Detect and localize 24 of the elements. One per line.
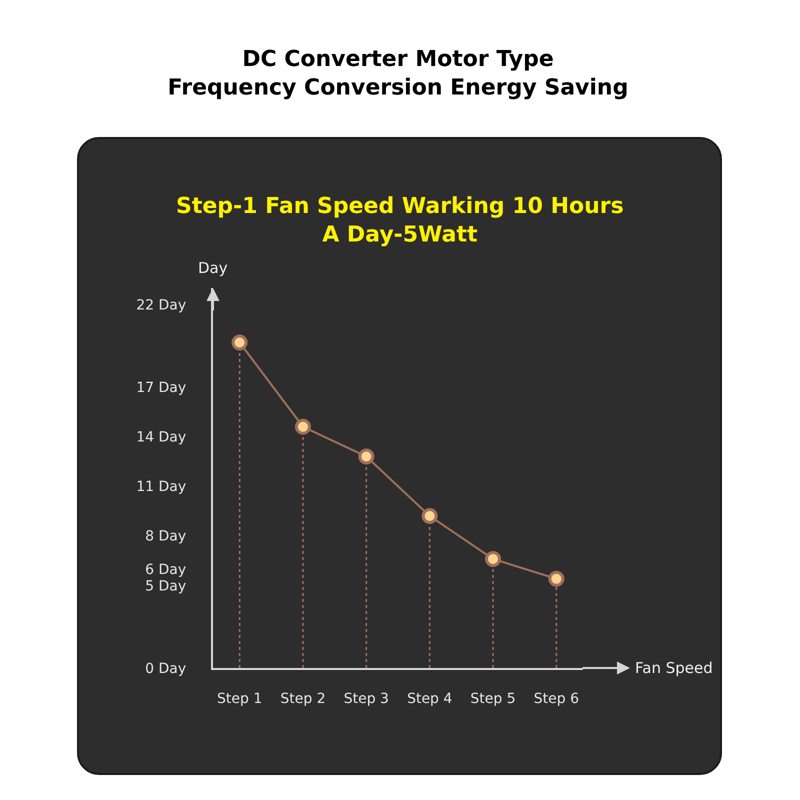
x-tick-label: Step 5 — [470, 690, 516, 707]
point — [548, 570, 564, 587]
point — [232, 334, 248, 351]
y-tick-label: 0 Day — [145, 660, 186, 677]
x-tick-label: Step 6 — [534, 690, 580, 707]
chart-subtitle: Step-1 Fan Speed Warking 10 Hours A Day-5Watt — [176, 194, 624, 248]
y-tick-label: 5 Day — [145, 578, 186, 594]
y-tick-label: 8 Day — [145, 528, 186, 545]
point — [422, 508, 438, 524]
point — [358, 448, 374, 465]
x-tick-label: Step 3 — [344, 690, 389, 707]
x-axis-title: Fan Speed — [635, 659, 713, 677]
x-tick-label: Step 4 — [407, 690, 452, 707]
y-tick-label: 14 Day — [136, 430, 186, 446]
y-axis-title: Day — [198, 259, 228, 277]
y-tick-label: 22 Day — [136, 297, 186, 314]
x-tick-label: Step 2 — [280, 690, 326, 707]
y-tick-label: 17 Day — [136, 380, 186, 396]
chart-title: DC Converter Motor Type Frequency Conversion Energy Saving — [168, 47, 628, 101]
x-tick-label: Step 1 — [217, 690, 262, 707]
y-tick-label: 6 Day — [145, 562, 186, 578]
point — [294, 418, 311, 435]
y-tick-label: 11 Day — [136, 479, 186, 496]
point — [485, 550, 502, 567]
